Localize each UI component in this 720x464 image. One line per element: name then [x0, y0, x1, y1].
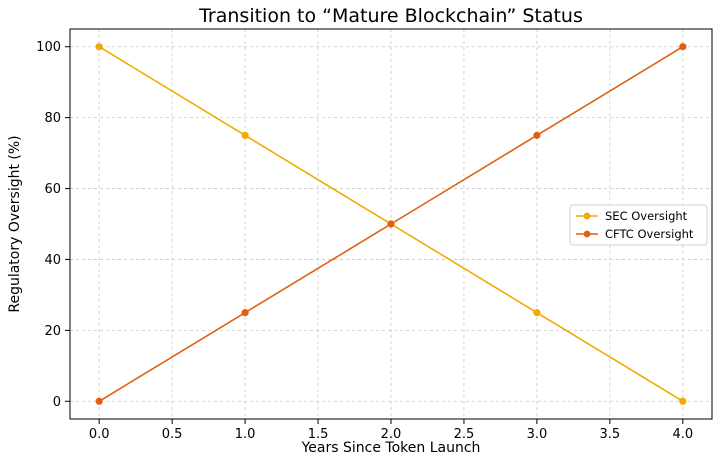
legend: SEC Oversight CFTC Oversight	[569, 204, 708, 246]
x-axis-label: Years Since Token Launch	[301, 440, 481, 456]
legend-label: CFTC Oversight	[605, 227, 694, 241]
data-point	[241, 309, 249, 317]
series-layer	[95, 43, 687, 405]
data-point	[533, 131, 541, 139]
legend-marker	[583, 230, 591, 238]
x-tick-label: 3.5	[600, 427, 621, 442]
data-point	[679, 397, 687, 405]
legend-marker	[583, 212, 591, 220]
data-point	[387, 220, 395, 228]
data-point	[241, 131, 249, 139]
x-tick-label: 1.0	[235, 427, 256, 442]
data-point	[679, 43, 687, 51]
x-tick-label: 3.0	[527, 427, 548, 442]
chart-title: Transition to “Mature Blockchain” Status	[198, 5, 583, 27]
y-tick-label: 20	[44, 324, 61, 339]
legend-box	[569, 204, 708, 246]
data-point	[95, 397, 103, 405]
x-tick-label: 0.5	[162, 427, 183, 442]
legend-label: SEC Oversight	[605, 209, 688, 223]
x-tick-label: 1.5	[308, 427, 329, 442]
data-point	[533, 309, 541, 317]
y-tick-label: 100	[36, 40, 61, 55]
y-axis-label: Regulatory Oversight (%)	[7, 135, 23, 312]
x-tick-label: 2.5	[454, 427, 475, 442]
x-tick-label: 2.0	[381, 427, 402, 442]
y-tick-label: 60	[44, 182, 61, 197]
x-tick-label: 4.0	[672, 427, 693, 442]
x-tick-label: 0.0	[89, 427, 110, 442]
axis-ticks: 0.0 0.5 1.0 1.5 2.0 2.5 3.0 3.5 4.0 0 20 40 60 80 100	[36, 40, 693, 442]
data-point	[95, 43, 103, 51]
y-tick-label: 40	[44, 253, 61, 268]
y-tick-label: 0	[53, 395, 61, 410]
y-tick-label: 80	[44, 111, 61, 126]
